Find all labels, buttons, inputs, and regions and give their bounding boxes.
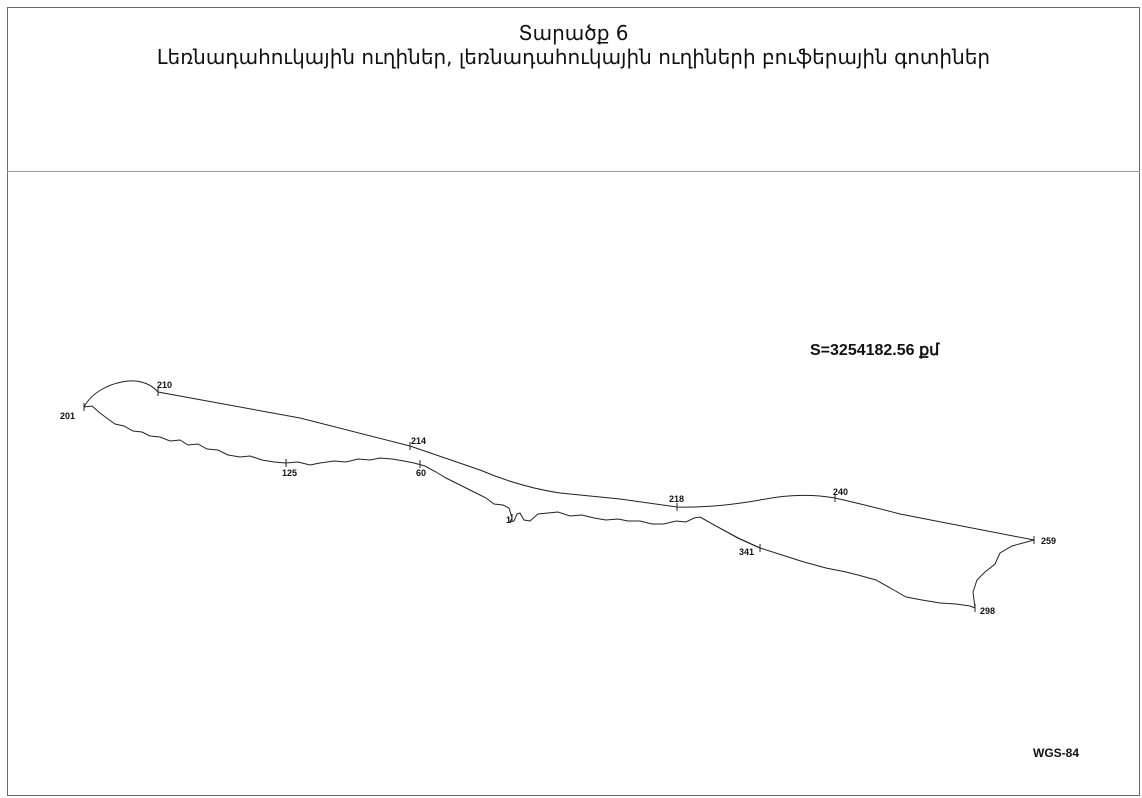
point-label: 218 [669,494,684,504]
map-point: 201 [60,403,85,421]
point-label: 259 [1041,536,1056,546]
map-point: 210 [157,380,172,396]
point-label: 240 [833,487,848,497]
point-label: 298 [980,606,995,616]
map-point: 298 [974,604,995,616]
map-subtitle: Լեռնադահուկային ուղիներ, լեռնադահուկային… [156,45,991,69]
point-label: 1 [506,515,511,525]
map-header: Տարածք 6 Լեռնադահուկային ուղիներ, լեռնադ… [7,7,1140,172]
map-title: Տարածք 6 [518,21,629,45]
route-upper-boundary [83,380,1035,541]
point-label: 341 [739,547,754,557]
point-label: 210 [157,380,172,390]
point-label: 125 [282,468,297,478]
route-connector [699,516,761,549]
map-frame [7,7,1140,796]
coordinate-system-label: WGS-84 [1033,746,1080,760]
map-point: 341 [739,544,761,557]
map-point: 259 [1033,536,1056,546]
route-lower-boundary [83,405,1035,609]
map-point: 60 [416,460,426,478]
map-point: 214 [409,436,426,450]
point-label: 60 [416,468,426,478]
point-label: 201 [60,411,75,421]
map-point: 1 [506,514,513,525]
map-point: 240 [833,487,848,502]
point-label: 214 [411,436,426,446]
area-value-label: S=3254182.56 քմ [810,342,940,359]
map-point: 218 [669,494,684,511]
map-point: 125 [282,459,297,478]
